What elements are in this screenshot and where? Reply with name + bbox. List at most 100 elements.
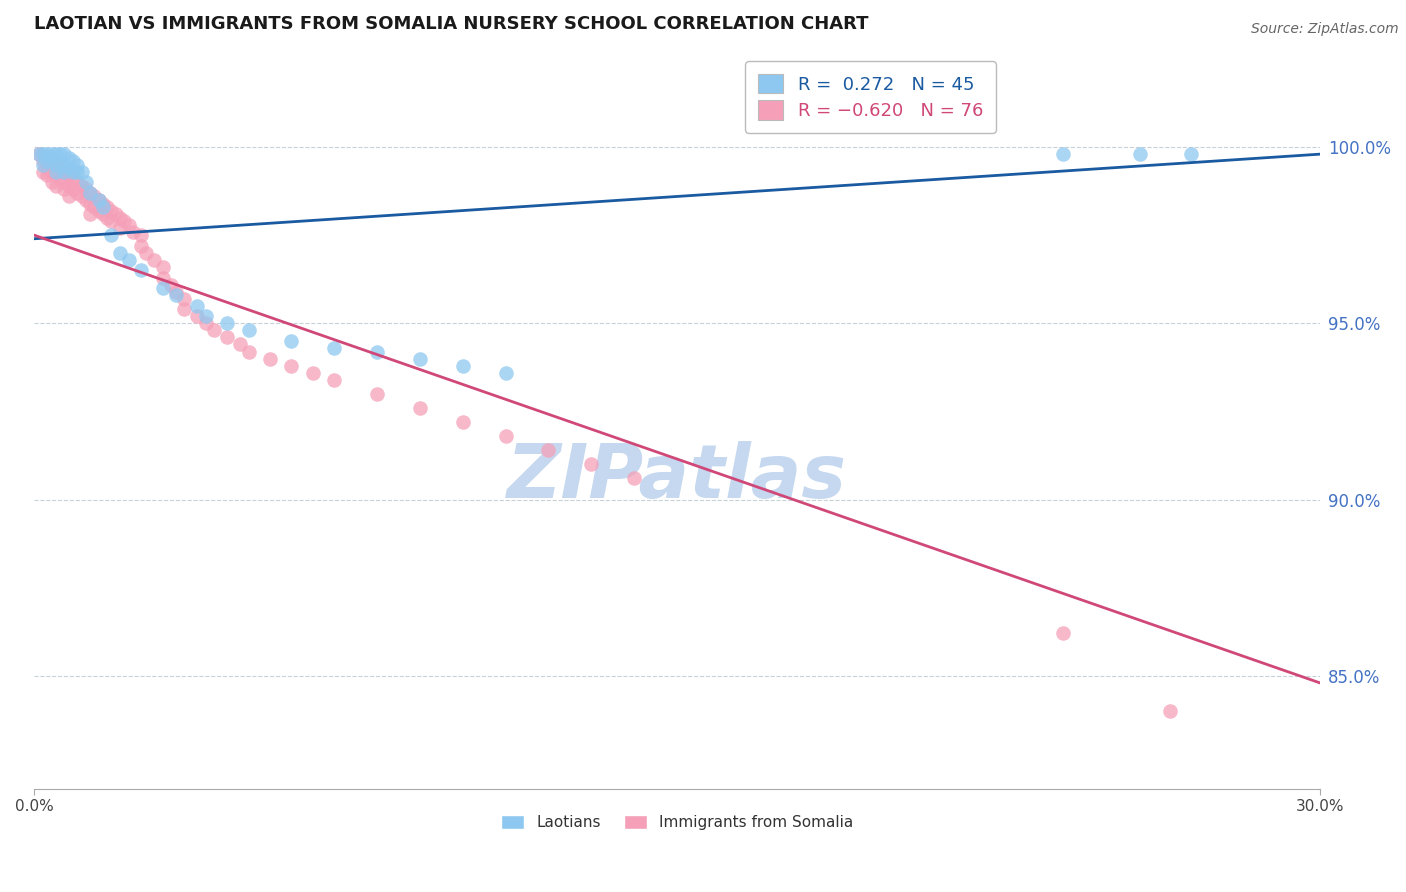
Point — [70, 189, 93, 203]
Point — [451, 359, 474, 373]
Point — [131, 239, 153, 253]
Point — [53, 158, 76, 172]
Point — [32, 165, 55, 179]
Point — [66, 175, 89, 189]
Point — [32, 158, 55, 172]
Point — [58, 161, 80, 176]
Point — [323, 341, 346, 355]
Point — [122, 225, 145, 239]
Point — [152, 260, 174, 274]
Point — [53, 175, 76, 189]
Point — [217, 316, 239, 330]
Point — [49, 147, 72, 161]
Point — [79, 186, 101, 200]
Point — [152, 270, 174, 285]
Point — [217, 330, 239, 344]
Point — [117, 252, 139, 267]
Point — [302, 366, 325, 380]
Point — [1180, 147, 1202, 161]
Point — [62, 165, 84, 179]
Point — [165, 288, 187, 302]
Point — [41, 165, 63, 179]
Point — [96, 200, 118, 214]
Point — [62, 171, 84, 186]
Point — [53, 165, 76, 179]
Point — [53, 182, 76, 196]
Point — [495, 366, 517, 380]
Point — [37, 151, 59, 165]
Point — [495, 429, 517, 443]
Point — [409, 401, 432, 415]
Point — [41, 147, 63, 161]
Point — [186, 299, 208, 313]
Point — [45, 147, 67, 161]
Point — [83, 189, 105, 203]
Point — [194, 316, 217, 330]
Point — [173, 292, 195, 306]
Point — [1052, 147, 1074, 161]
Point — [49, 161, 72, 176]
Point — [259, 351, 281, 366]
Point — [280, 359, 302, 373]
Point — [623, 471, 645, 485]
Point — [91, 196, 114, 211]
Point — [62, 154, 84, 169]
Point — [100, 214, 122, 228]
Point — [70, 165, 93, 179]
Point — [108, 211, 131, 225]
Point — [66, 165, 89, 179]
Point — [79, 207, 101, 221]
Point — [58, 178, 80, 193]
Point — [37, 154, 59, 169]
Point — [1129, 147, 1152, 161]
Point — [75, 182, 97, 196]
Point — [1159, 704, 1181, 718]
Point — [100, 203, 122, 218]
Point — [37, 169, 59, 183]
Point — [194, 310, 217, 324]
Point — [165, 285, 187, 299]
Point — [32, 147, 55, 161]
Point — [62, 182, 84, 196]
Point — [117, 218, 139, 232]
Point — [173, 302, 195, 317]
Point — [366, 344, 388, 359]
Point — [229, 337, 252, 351]
Point — [87, 203, 110, 218]
Legend: Laotians, Immigrants from Somalia: Laotians, Immigrants from Somalia — [495, 809, 859, 837]
Text: LAOTIAN VS IMMIGRANTS FROM SOMALIA NURSERY SCHOOL CORRELATION CHART: LAOTIAN VS IMMIGRANTS FROM SOMALIA NURSE… — [34, 15, 869, 33]
Point — [58, 189, 80, 203]
Point — [75, 175, 97, 189]
Point — [104, 207, 127, 221]
Point — [143, 252, 166, 267]
Point — [581, 458, 603, 472]
Point — [87, 193, 110, 207]
Point — [451, 415, 474, 429]
Point — [135, 245, 157, 260]
Point — [49, 154, 72, 169]
Point — [131, 263, 153, 277]
Point — [75, 193, 97, 207]
Point — [91, 207, 114, 221]
Point — [537, 443, 560, 458]
Point — [45, 158, 67, 172]
Point — [131, 228, 153, 243]
Point — [58, 169, 80, 183]
Point — [49, 171, 72, 186]
Point — [41, 154, 63, 169]
Point — [66, 186, 89, 200]
Point — [27, 147, 49, 161]
Point — [108, 245, 131, 260]
Point — [1052, 626, 1074, 640]
Point — [70, 178, 93, 193]
Point — [27, 147, 49, 161]
Point — [37, 161, 59, 176]
Point — [238, 344, 260, 359]
Point — [160, 277, 183, 292]
Point — [53, 165, 76, 179]
Point — [238, 323, 260, 337]
Point — [45, 165, 67, 179]
Point — [41, 151, 63, 165]
Point — [83, 200, 105, 214]
Point — [87, 193, 110, 207]
